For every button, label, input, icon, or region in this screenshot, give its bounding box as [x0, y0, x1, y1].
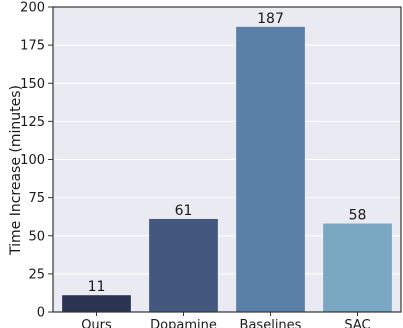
bar-dopamine [149, 218, 218, 312]
data-label: 61 [175, 203, 193, 219]
y-tick-label: 175 [20, 39, 45, 54]
bar-ours [62, 295, 131, 312]
data-label: 187 [257, 11, 284, 27]
data-label: 58 [349, 208, 367, 224]
axes-frame [52, 6, 402, 313]
x-tick-label: Baselines [240, 318, 302, 328]
y-tick-label: 25 [28, 267, 45, 282]
y-tick-label: 150 [20, 77, 45, 92]
y-tick-label: 125 [20, 115, 45, 130]
x-ticks: Ours Dopamine Baselines SAC [81, 312, 371, 328]
x-tick-label: SAC [344, 318, 370, 328]
x-tick-label: Ours [81, 318, 112, 328]
data-label: 11 [88, 279, 106, 295]
bar-sac [323, 223, 392, 312]
y-axis-label: Time Increase (minutes) [8, 85, 24, 256]
y-ticks: 0 25 50 75 100 125 150 175 200 [20, 1, 53, 321]
y-tick-label: 200 [20, 1, 45, 16]
x-tick-label: Dopamine [150, 318, 217, 328]
data-labels: 11 61 187 58 [88, 11, 367, 295]
bars [62, 26, 392, 312]
y-tick-label: 0 [37, 306, 45, 321]
y-tick-label: 75 [28, 191, 45, 206]
y-tick-label: 100 [20, 153, 45, 168]
bar-baselines [236, 26, 305, 312]
y-tick-label: 50 [28, 229, 45, 244]
